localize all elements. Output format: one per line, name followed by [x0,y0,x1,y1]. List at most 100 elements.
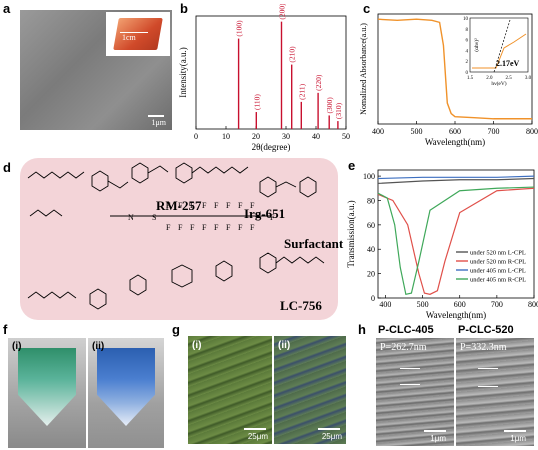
svg-text:F: F [270,213,275,222]
inset-line [472,33,527,69]
x-tick-label: 0 [194,132,198,141]
x-tick-label: 800 [528,300,538,309]
x-axis-label: Wavelength(nm) [425,137,485,147]
panel-h-title-2: P-CLC-520 [458,324,514,336]
svg-text:F: F [214,201,219,210]
x-tick-label: 20 [252,132,260,141]
plot-frame [195,15,347,130]
panel-g-scale-2: 25μm [321,432,342,441]
x-tick-label: 700 [488,127,500,136]
panel-f-label: f [3,322,8,337]
x-tick-label: 800 [526,127,538,136]
legend-label: under 405 nm R-CPL [470,277,526,284]
x-tick-label: 500 [417,300,429,309]
svg-text:S: S [152,213,156,222]
x-tick-label: 40 [312,132,320,141]
panel-h-title-1: P-CLC-405 [378,324,434,336]
y-tick-label: 0 [371,294,375,303]
svg-text:F: F [190,223,195,232]
inset-y-tick-label: 6 [466,39,469,44]
panel-g-scale-1: 25μm [247,432,268,441]
panel-a-label: a [3,1,11,16]
svg-text:F: F [178,201,183,210]
peak-label: (300) [325,97,334,114]
inset-scale-label: 1cm [122,33,136,42]
svg-text:F: F [202,201,207,210]
panel-h-pitch-1: P=262.7nm [380,342,427,353]
compound-rm257: RM-257 [156,198,202,213]
panel-b-label: b [180,1,188,16]
panel-d-label: d [3,160,11,175]
svg-text:F: F [166,201,171,210]
panel-f-sub-ii: (ii) [92,341,105,352]
y-axis-label: Transmission(a.u.) [346,200,356,267]
panel-a-sem-image: 1cm 1μm [20,10,172,130]
y-tick-label: 20 [367,270,375,279]
panel-g-sub-ii: (ii) [278,340,291,351]
x-axis-label: Wavelength(nm) [426,310,486,320]
inset-x-tick-label: 3.0 [525,76,532,81]
x-tick-label: 50 [342,132,350,141]
svg-text:F: F [166,223,171,232]
panel-h-label: h [358,322,366,337]
y-tick-label: 40 [367,245,375,254]
inset-y-tick-label: 10 [463,17,469,22]
panel-c-label: c [363,1,371,16]
compound-lc756: LC-756 [280,298,322,313]
panel-h-sem-1: P=262.7nm 1μm [376,338,454,446]
inset-annotation: 2.17eV [496,59,520,68]
inset-y-tick-label: 2 [466,60,469,65]
svg-text:F: F [238,201,243,210]
x-tick-label: 30 [282,132,290,141]
svg-text:F: F [226,223,231,232]
inset-y-label: (αhν)² [473,38,480,52]
panel-e-label: e [348,158,356,173]
peak-label: (211) [297,83,306,99]
y-tick-label: 100 [363,172,375,181]
panel-h-scale-2: 1μm [510,434,526,443]
absorbance-chart: 400 500 600 700 800 Wavelength(nm) Nomalized A… [359,13,538,147]
x-tick-label: 600 [449,127,461,136]
panel-f-photo-1: (i) [8,338,86,448]
y-tick-label: 60 [367,221,375,230]
svg-text:F: F [202,223,207,232]
panel-f-sub-i: (i) [12,341,22,352]
legend-label: under 520 nm L-CPL [470,250,526,257]
svg-text:F: F [226,201,231,210]
inset-y-tick-label: 4 [466,49,469,54]
panel-g-label: g [172,322,180,337]
svg-text:F: F [190,201,195,210]
y-axis-label: Nomalized Absorbance(a.u.) [359,23,368,115]
transmission-series-line [377,177,535,185]
peak-label: (100) [235,20,244,37]
x-tick-label: 600 [454,300,466,309]
compound-irg651: Irg-651 [244,206,286,221]
svg-text:F: F [250,201,255,210]
x-tick-label: 400 [379,300,391,309]
transmission-series-line [377,187,535,295]
x-tick-label: 700 [491,300,503,309]
transmission-chart: 400 500 600 700 800 0 20 40 60 80 100 Wavelength(nm… [346,169,538,320]
svg-text:N: N [128,213,134,222]
panel-h-pitch-2: P=332.3nm [460,342,507,353]
inset-x-label: hν(eV) [491,80,506,87]
panel-a-scale-label: 1μm [151,118,166,127]
svg-text:F: F [238,223,243,232]
panel-a-inset-photo: 1cm [106,12,170,56]
inset-x-tick-label: 2.5 [506,76,513,81]
y-axis-label: Intensity(a.u.) [178,47,188,97]
panel-f-photo-2: (ii) [88,338,164,448]
x-axis-label: 2θ(degree) [252,142,291,152]
peak-label: (220) [314,74,323,91]
inset-y-tick-label: 0 [466,71,469,76]
inset-x-tick-label: 2.0 [486,76,493,81]
peak-label: (210) [288,46,297,63]
legend-label: under 520 nm R-CPL [470,259,526,266]
x-tick-label: 10 [222,132,230,141]
xrd-chart: 0 10 20 30 40 50 2θ(degree) Intensity(a.u.) (100… [178,4,350,152]
inset-y-tick-label: 8 [466,28,469,33]
x-tick-label: 500 [411,127,423,136]
panel-g-pom-2: (ii) 25μm [274,336,346,444]
